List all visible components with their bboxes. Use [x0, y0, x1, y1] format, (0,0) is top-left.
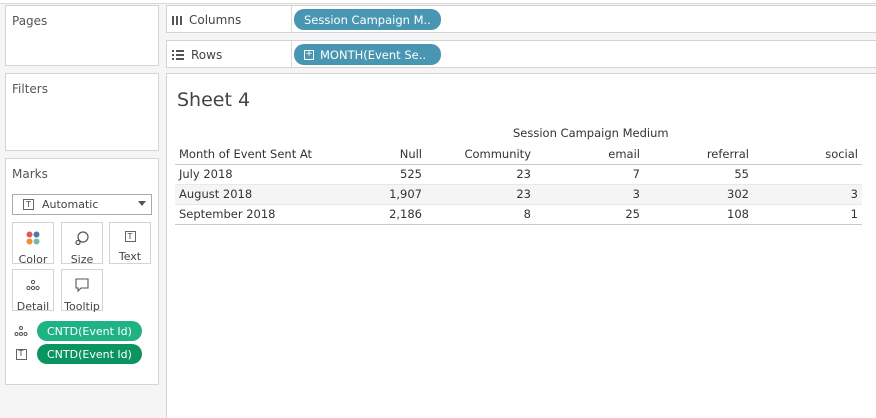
columns-icon [172, 15, 182, 25]
table-cell: 1,907 [389, 187, 422, 201]
color-label: Color [18, 253, 48, 266]
color-button[interactable]: Color [12, 222, 54, 266]
marks-pill-row-detail: CNTD(Event Id) [12, 321, 142, 341]
table-cell: 25 [625, 207, 640, 221]
pages-card[interactable]: Pages [5, 5, 159, 66]
tooltip-button[interactable]: Tooltip [61, 269, 103, 313]
table-cell: 108 [727, 207, 749, 221]
marks-title: Marks [12, 167, 48, 181]
color-dots-icon [25, 230, 41, 246]
detail-dots-icon [12, 325, 30, 337]
column-header-null: Null [317, 144, 426, 165]
cntd-event-id-detail-pill[interactable]: CNTD(Event Id) [37, 321, 142, 341]
table-cell: 302 [727, 187, 749, 201]
detail-dots-icon [25, 277, 41, 293]
table-row: August 2018 1,907 23 3 302 3 [175, 184, 862, 204]
row-label: July 2018 [179, 167, 233, 181]
columns-shelf-label: Columns [172, 13, 241, 27]
marks-card: Marks T Automatic Color [5, 158, 159, 385]
pages-title: Pages [12, 14, 48, 28]
size-button[interactable]: Size [61, 222, 103, 266]
column-header-referral: referral [644, 144, 753, 165]
table-cell: 525 [400, 167, 422, 181]
text-t-icon: T [12, 348, 30, 360]
size-circle-icon [74, 230, 90, 246]
column-group-header: Session Campaign Medium [513, 126, 669, 140]
text-label: Text [118, 250, 142, 263]
cntd-event-id-text-pill[interactable]: CNTD(Event Id) [37, 344, 142, 364]
table-cell: 1 [850, 207, 858, 221]
detail-button[interactable]: Detail [12, 269, 54, 313]
rows-shelf[interactable]: Rows + MONTH(Event Se.. [166, 40, 876, 68]
text-button[interactable]: T Text [109, 222, 151, 264]
sheet-title: Sheet 4 [177, 89, 251, 111]
rows-shelf-label: Rows [172, 48, 222, 62]
table-cell: 8 [523, 207, 531, 221]
speech-bubble-icon [74, 277, 90, 293]
row-label: August 2018 [179, 187, 253, 201]
mark-type-label: Automatic [42, 198, 99, 211]
table-cell: 23 [516, 187, 531, 201]
table-row: July 2018 525 23 7 55 [175, 164, 862, 184]
columns-shelf[interactable]: Columns Session Campaign M.. [166, 5, 876, 33]
filters-title: Filters [12, 82, 48, 96]
shelf-divider [291, 6, 292, 32]
column-header-community: Community [426, 144, 535, 165]
text-t-icon: T [124, 230, 136, 243]
worksheet-view: Sheet 4 Session Campaign Medium Month of… [166, 73, 876, 418]
top-toolbar-strip [0, 0, 876, 4]
table-cell: 7 [632, 167, 640, 181]
rows-icon [172, 50, 184, 60]
row-label: September 2018 [179, 207, 276, 221]
detail-label: Detail [16, 300, 50, 313]
table-cell: 3 [850, 187, 858, 201]
size-label: Size [70, 253, 94, 266]
table-cell: 23 [516, 167, 531, 181]
table-row: September 2018 2,186 8 25 108 1 [175, 204, 862, 224]
marks-pill-row-text: T CNTD(Event Id) [12, 344, 142, 364]
shelf-divider [291, 41, 292, 67]
filters-card[interactable]: Filters [5, 73, 159, 151]
left-panel: Pages Filters Marks T Automatic Color [0, 0, 165, 418]
table-cell: 2,186 [389, 207, 422, 221]
row-header-label: Month of Event Sent At [175, 144, 317, 165]
text-type-icon: T [23, 199, 34, 210]
table-cell [753, 164, 862, 184]
chevron-down-icon [138, 201, 146, 206]
header-row: Month of Event Sent At Null Community em… [175, 144, 862, 165]
tooltip-label: Tooltip [64, 300, 100, 313]
session-campaign-medium-pill[interactable]: Session Campaign M.. [294, 9, 441, 30]
column-header-social: social [753, 144, 862, 165]
month-event-sent-pill[interactable]: + MONTH(Event Se.. [294, 44, 441, 65]
crosstab-table: Month of Event Sent At Null Community em… [175, 144, 862, 225]
table-cell: 55 [734, 167, 749, 181]
column-header-email: email [535, 144, 644, 165]
expand-plus-icon[interactable]: + [304, 49, 314, 60]
table-cell: 3 [632, 187, 640, 201]
mark-type-dropdown[interactable]: T Automatic [12, 194, 152, 215]
